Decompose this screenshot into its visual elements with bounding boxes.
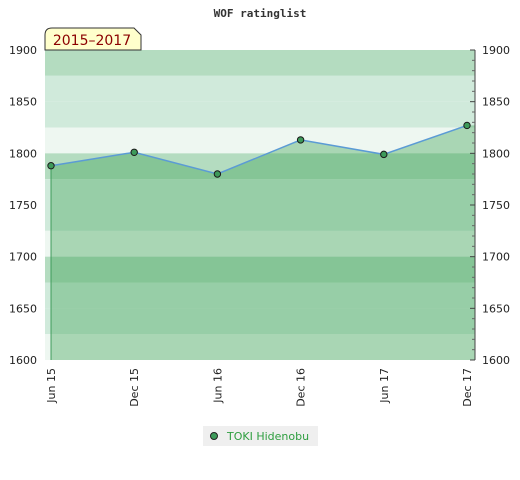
grid-band	[45, 179, 475, 205]
period-badge-shape	[44, 27, 142, 51]
y-axis-left: 1600 1650 1700 1750 1800 1850 1900	[9, 44, 37, 367]
x-tick-label: Dec 15	[128, 368, 141, 407]
grid-band	[45, 308, 475, 335]
grid-band	[45, 334, 475, 360]
y-tick-label-right: 1650	[482, 302, 510, 315]
y-tick-label-left: 1600	[9, 354, 37, 367]
series-line-layer	[50, 124, 468, 360]
background-bands	[45, 50, 475, 360]
grid-band	[45, 153, 475, 180]
y-tick-label-left: 1750	[9, 199, 37, 212]
grid-band	[45, 75, 475, 102]
grid-band	[45, 205, 475, 231]
x-tick-label: Jun 17	[378, 368, 391, 404]
grid-band	[45, 256, 475, 283]
grid-band	[45, 282, 475, 309]
data-point	[130, 148, 138, 157]
y-tick-label-right: 1700	[482, 251, 510, 264]
y-tick-label-right: 1800	[482, 147, 510, 160]
period-badge: 2015–2017	[44, 27, 142, 51]
y-tick-label-left: 1700	[9, 251, 37, 264]
legend-label-toki-hidenobu[interactable]: TOKI Hidenobu	[226, 430, 309, 443]
y-tick-label-left: 1900	[9, 44, 37, 57]
x-tick-label: Jun 16	[211, 368, 224, 404]
grid-band	[45, 230, 475, 257]
x-tick-label: Dec 16	[295, 368, 308, 407]
grid-band	[45, 127, 475, 154]
chart-title: WOF ratinglist	[214, 7, 307, 20]
y-tick-label-right: 1900	[482, 44, 510, 57]
y-tick-label-left: 1800	[9, 147, 37, 160]
data-point	[463, 121, 471, 130]
legend[interactable]: TOKI Hidenobu	[203, 426, 318, 446]
data-point	[213, 170, 222, 178]
y-tick-label-right: 1850	[482, 96, 510, 109]
y-tick-label-left: 1650	[9, 302, 37, 315]
x-axis: Jun 15 Dec 15 Jun 16 Dec 16 Jun 17 Dec 17	[45, 368, 474, 407]
y-tick-label-right: 1750	[482, 199, 510, 212]
grid-band	[45, 101, 475, 128]
data-point	[296, 136, 305, 144]
series-markers	[47, 121, 471, 178]
x-tick-label: Jun 15	[45, 368, 58, 404]
legend-background	[203, 426, 318, 446]
data-point	[380, 150, 388, 159]
x-tick-label: Dec 17	[461, 368, 474, 407]
grid-band	[45, 50, 475, 76]
period-label: 2015–2017	[53, 33, 131, 49]
y-tick-label-left: 1850	[9, 96, 37, 109]
series-area-fill	[51, 125, 475, 360]
series-area	[51, 125, 475, 360]
y-tick-label-right: 1600	[482, 354, 510, 367]
legend-marker-icon	[210, 432, 218, 440]
series-line	[50, 124, 468, 175]
data-point	[47, 162, 55, 170]
y-axis-right: 1600 1650 1700 1750 1800 1850 1900	[470, 44, 510, 367]
